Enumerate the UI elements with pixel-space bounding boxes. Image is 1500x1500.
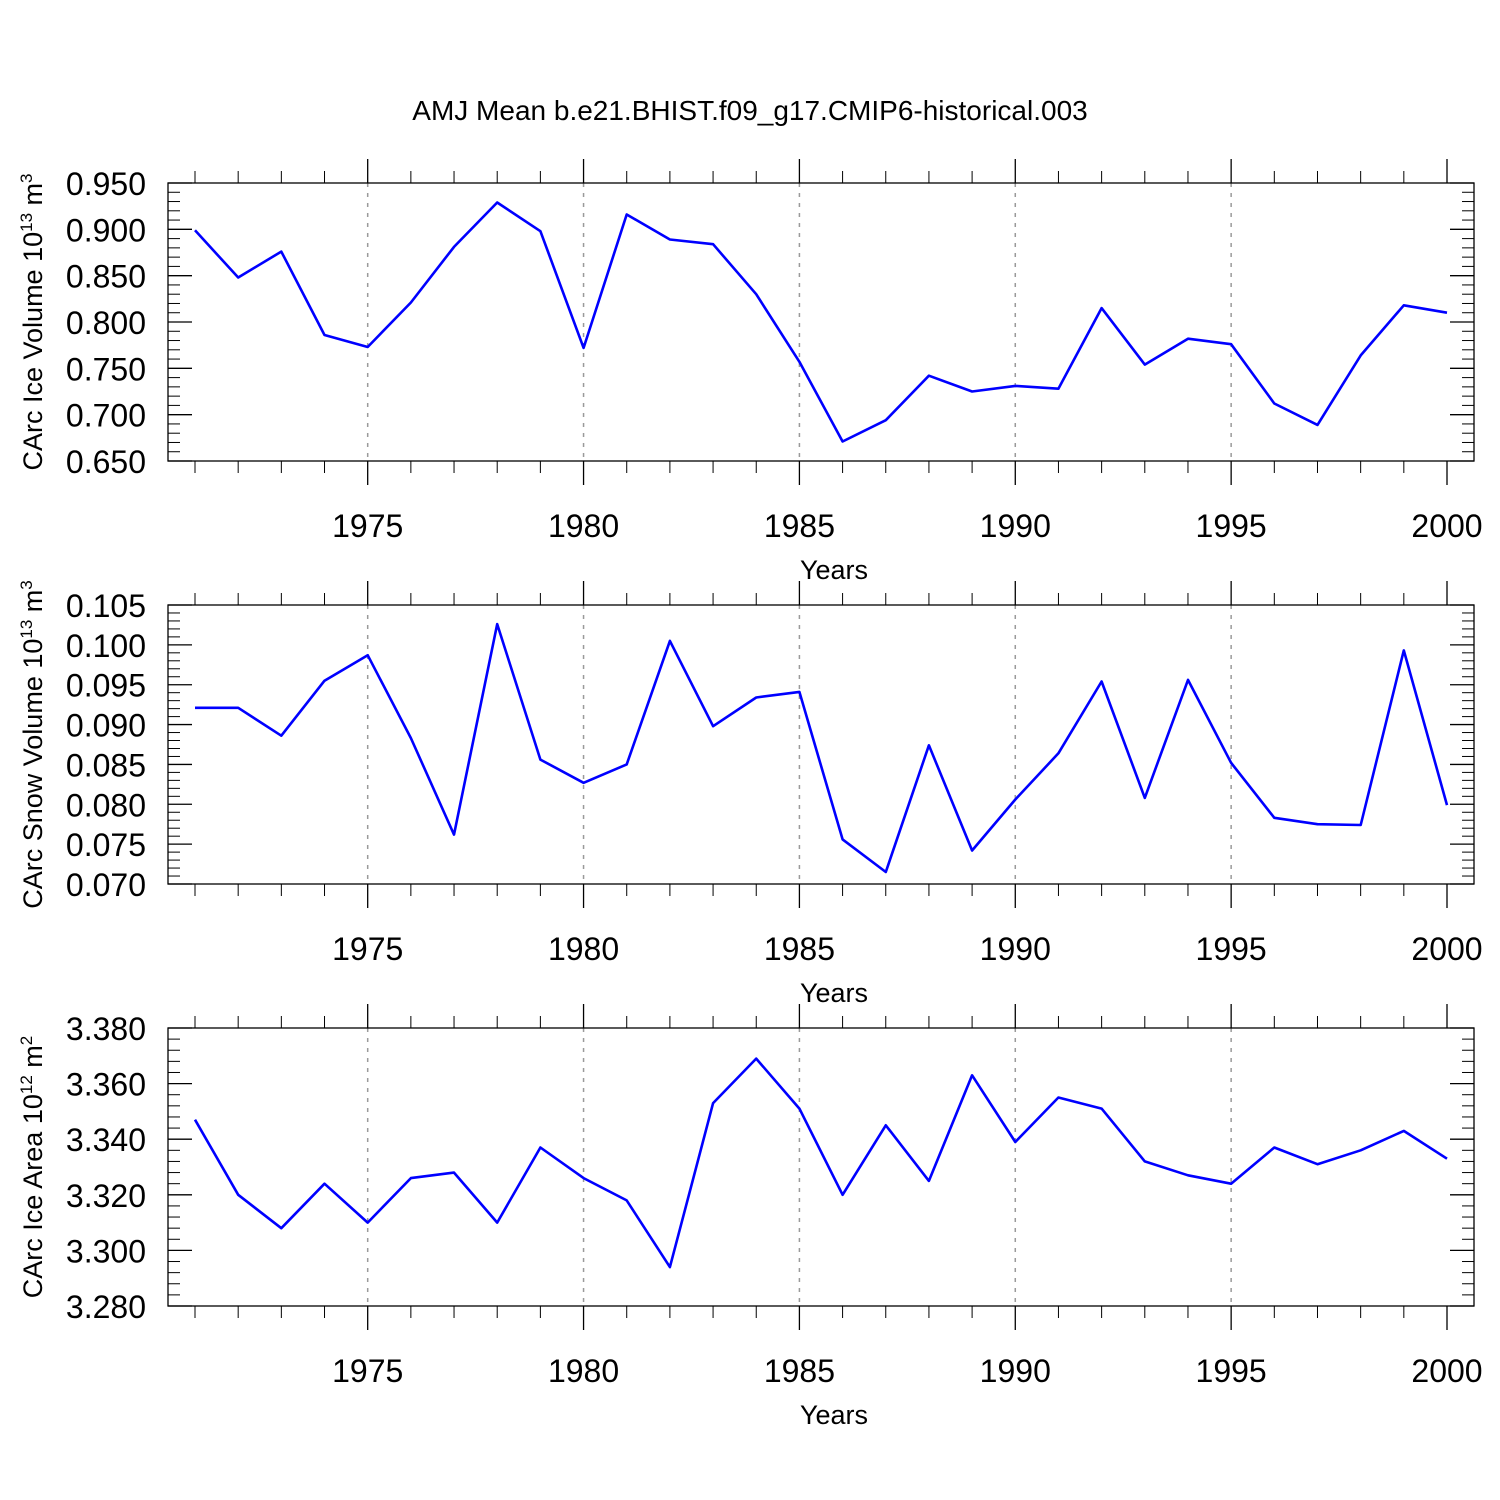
y-tick-label: 0.650 xyxy=(66,444,146,480)
x-tick-label: 1980 xyxy=(548,1353,619,1389)
y-axis-title-text: m xyxy=(18,183,48,213)
x-tick-label: 1975 xyxy=(332,508,403,544)
series-line xyxy=(194,201,1448,443)
y-axis-title-superscript: 2 xyxy=(17,1036,36,1045)
y-axis-title-superscript: 3 xyxy=(17,173,36,182)
x-tick-label: 1985 xyxy=(764,1353,835,1389)
y-tick-label: 0.850 xyxy=(66,259,146,295)
x-tick-label: 1980 xyxy=(548,508,619,544)
y-axis-title-text: CArc Snow Volume 10 xyxy=(18,639,48,909)
panel-1: 1975 1980 1985 1990 1995 2000 0.650 0.700 0.750 0… xyxy=(17,159,1483,585)
x-tick-label: 2000 xyxy=(1411,1353,1482,1389)
y-tick-label: 0.095 xyxy=(66,668,146,704)
y-axis-title: CArc Ice Area 1012 m2 xyxy=(17,1036,48,1299)
x-tick-label: 1985 xyxy=(764,931,835,967)
x-tick-label: 1985 xyxy=(764,508,835,544)
plot-frame xyxy=(167,182,1475,462)
series-line xyxy=(193,1057,1448,1269)
y-axis-title-text: CArc Ice Volume 10 xyxy=(18,232,48,471)
y-tick-label: 3.340 xyxy=(66,1122,146,1158)
x-tick-label: 1975 xyxy=(332,1353,403,1389)
y-tick-label: 0.900 xyxy=(66,212,146,248)
panel-3: 1975 1980 1985 1990 1995 2000 3.280 3.300 3.320 3… xyxy=(17,1004,1483,1430)
y-tick-label: 3.380 xyxy=(66,1011,146,1047)
y-axis-title-superscript: 13 xyxy=(17,620,36,639)
y-axis-title-text: CArc Ice Area 10 xyxy=(18,1094,48,1298)
chart-title: AMJ Mean b.e21.BHIST.f09_g17.CMIP6-histo… xyxy=(412,95,1087,126)
plot-frame xyxy=(167,1027,1475,1307)
x-tick-label: 1990 xyxy=(980,1353,1051,1389)
y-tick-label: 3.320 xyxy=(66,1178,146,1214)
y-axis-title-superscript: 3 xyxy=(17,580,36,589)
y-tick-label: 0.080 xyxy=(66,787,146,823)
y-axis-title-text: m xyxy=(18,590,48,620)
x-axis-title: Years xyxy=(800,978,868,1008)
y-tick-label: 0.750 xyxy=(66,351,146,387)
plot-frame xyxy=(167,604,1475,885)
y-tick-label: 0.100 xyxy=(66,628,146,664)
x-tick-label: 1995 xyxy=(1196,1353,1267,1389)
y-tick-label: 3.280 xyxy=(66,1289,146,1325)
y-tick-label: 0.950 xyxy=(66,166,146,202)
x-axis-title: Years xyxy=(800,555,868,585)
x-tick-label: 2000 xyxy=(1411,931,1482,967)
y-axis-title: CArc Ice Volume 1013 m3 xyxy=(17,173,48,470)
y-tick-label: 0.700 xyxy=(66,398,146,434)
x-tick-label: 1975 xyxy=(332,931,403,967)
x-tick-label: 1990 xyxy=(980,508,1051,544)
y-axis-title: CArc Snow Volume 1013 m3 xyxy=(17,580,48,909)
y-axis-title-superscript: 12 xyxy=(17,1075,36,1094)
y-tick-label: 3.300 xyxy=(66,1233,146,1269)
y-tick-label: 0.800 xyxy=(66,305,146,341)
y-tick-label: 0.070 xyxy=(66,867,146,903)
y-tick-label: 3.360 xyxy=(66,1067,146,1103)
x-tick-label: 1980 xyxy=(548,931,619,967)
y-axis-title-superscript: 13 xyxy=(17,213,36,232)
y-tick-label: 0.090 xyxy=(66,708,146,744)
y-axis-title-text: m xyxy=(18,1045,48,1075)
series-line xyxy=(195,622,1449,874)
y-tick-label: 0.075 xyxy=(66,827,146,863)
x-tick-label: 1995 xyxy=(1196,931,1267,967)
y-tick-label: 0.085 xyxy=(66,747,146,783)
y-tick-label: 0.105 xyxy=(66,588,146,624)
x-tick-label: 1990 xyxy=(980,931,1051,967)
x-axis-title: Years xyxy=(800,1400,868,1430)
x-tick-label: 2000 xyxy=(1411,508,1482,544)
panel-2: 1975 1980 1985 1990 1995 2000 0.070 0.075 0.080 0… xyxy=(17,580,1483,1008)
x-tick-label: 1995 xyxy=(1196,508,1267,544)
